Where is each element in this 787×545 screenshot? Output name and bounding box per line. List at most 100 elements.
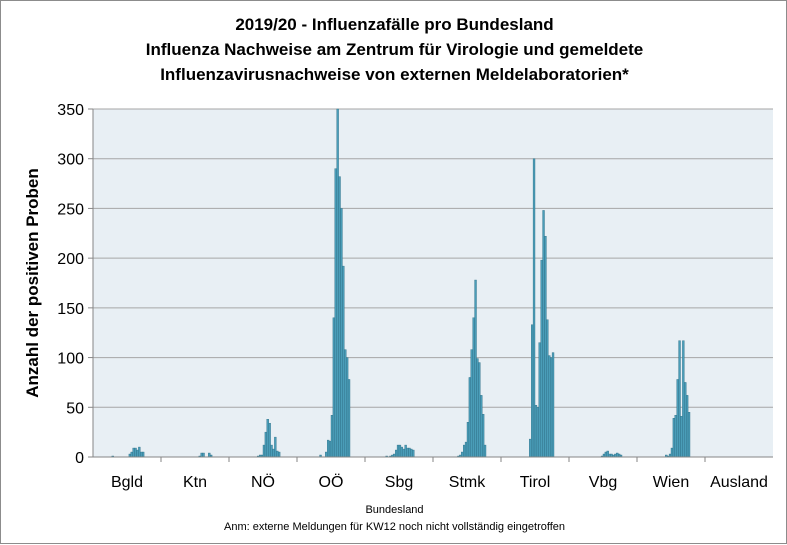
x-tick-label: Sbg [385, 474, 413, 491]
bar [531, 324, 534, 458]
bar [463, 444, 466, 458]
y-tick-label: 250 [57, 201, 84, 218]
y-tick-label: 0 [75, 450, 84, 467]
x-tick-label: Tirol [520, 474, 551, 491]
bar [325, 451, 328, 458]
bar [483, 444, 487, 458]
bar [338, 176, 341, 458]
bar [687, 412, 691, 458]
bar [340, 208, 343, 458]
x-tick-label: NÖ [251, 473, 275, 491]
bar [478, 362, 481, 458]
bar [402, 448, 405, 458]
y-tick-label: 350 [57, 102, 84, 119]
bar [550, 357, 553, 458]
bar [616, 452, 619, 458]
bar [346, 357, 349, 458]
bar [412, 449, 415, 458]
bar [404, 444, 407, 458]
x-tick-label: Stmk [449, 474, 486, 491]
bar [268, 422, 271, 458]
chart-title-line-2: Influenza Nachweise am Zentrum für Virol… [145, 40, 644, 59]
bar [480, 395, 483, 458]
bar [266, 419, 269, 458]
bar [270, 444, 273, 458]
bar [534, 405, 538, 458]
bar [406, 447, 409, 458]
bar [676, 379, 679, 458]
bar [476, 358, 479, 458]
bar [604, 451, 608, 458]
bar [136, 449, 139, 458]
chart-title-line-3: Influenzavirusnachweise von externen Mel… [160, 65, 629, 84]
bar [342, 265, 345, 458]
x-tick-label: OÖ [319, 473, 344, 491]
bar [132, 447, 135, 458]
bar [400, 446, 403, 458]
bar [542, 210, 545, 458]
bar [538, 342, 541, 458]
bar [130, 451, 133, 458]
bar [134, 447, 137, 458]
bar [274, 436, 277, 458]
bar [482, 414, 485, 458]
bar [334, 168, 337, 458]
bar [200, 452, 203, 458]
bar [470, 349, 473, 458]
bar [674, 415, 677, 458]
bar [540, 259, 543, 458]
bar [410, 448, 413, 458]
bar [408, 447, 411, 458]
bar [466, 422, 470, 458]
bar [678, 340, 681, 458]
bar [395, 449, 398, 458]
bar [398, 444, 402, 458]
bar [670, 447, 674, 458]
bar [532, 158, 536, 458]
bar [544, 236, 547, 458]
bar [330, 415, 334, 458]
chart-title-line-1: 2019/20 - Influenzafälle pro Bundesland [235, 15, 554, 34]
bar [347, 379, 351, 458]
bar [344, 349, 347, 458]
bar [684, 382, 687, 458]
bar [686, 395, 689, 458]
bar [278, 451, 281, 458]
bar [546, 319, 549, 458]
bar [468, 377, 471, 458]
bar [551, 352, 555, 458]
bar [682, 340, 685, 458]
x-tick-label: Ktn [183, 474, 207, 491]
y-axis-label: Anzahl der positiven Proben [23, 168, 42, 398]
bar [472, 317, 475, 458]
y-tick-label: 300 [57, 152, 84, 169]
bar [141, 451, 145, 458]
bar [536, 407, 540, 458]
bar [328, 440, 332, 458]
bar [202, 452, 205, 458]
bar [272, 448, 275, 458]
bar [140, 451, 143, 458]
y-tick-label: 200 [57, 251, 84, 268]
bar [138, 446, 141, 458]
bar [474, 279, 477, 458]
y-tick-label: 100 [57, 351, 84, 368]
y-tick-label: 50 [66, 400, 84, 417]
bar [276, 450, 279, 458]
bar [262, 444, 266, 458]
bar [208, 452, 211, 458]
bar [529, 438, 532, 458]
bar [461, 451, 464, 458]
bar [327, 439, 330, 458]
bar [548, 355, 551, 458]
bar [332, 317, 335, 458]
bar [396, 444, 400, 458]
bar [606, 450, 609, 458]
x-axis-label: Bundesland [365, 504, 424, 516]
bar [464, 441, 468, 458]
bar [264, 431, 267, 458]
y-tick-label: 150 [57, 301, 84, 318]
plot-area [93, 109, 773, 457]
